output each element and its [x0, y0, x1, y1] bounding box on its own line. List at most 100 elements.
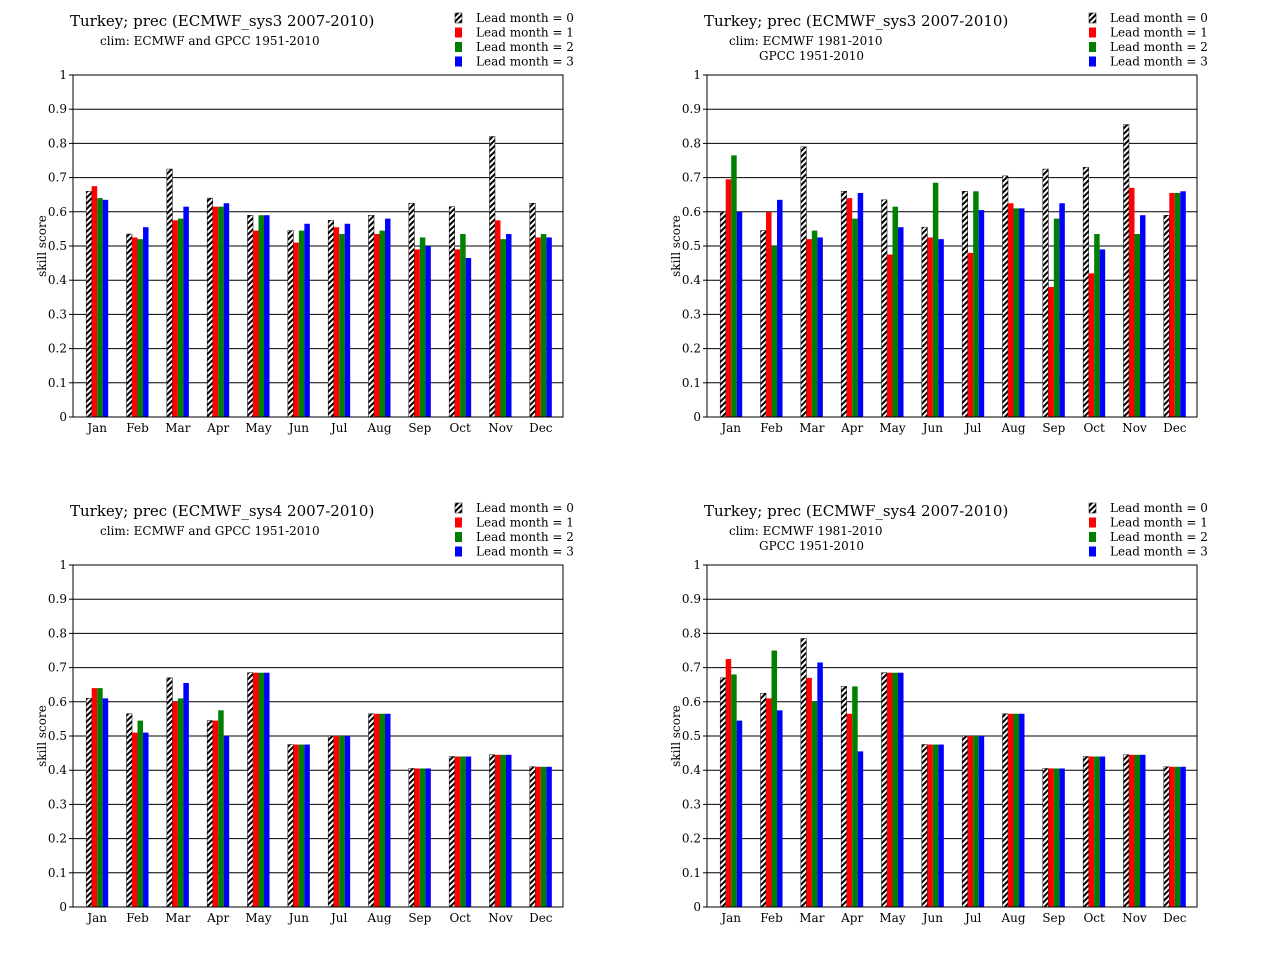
y-tick-label: 0.9: [682, 592, 701, 606]
legend-entry-1: Lead month = 1: [1110, 516, 1208, 530]
bar-aug-lead-3: [1019, 208, 1025, 417]
bar-mar-lead-3: [183, 682, 189, 907]
bar-jan-lead-2: [731, 155, 737, 417]
bar-jun-lead-3: [938, 744, 944, 907]
bar-oct-lead-2: [1094, 756, 1100, 907]
chart-title: Turkey; prec (ECMWF_sys3 2007-2010): [704, 12, 1008, 30]
y-tick-label: 0.8: [48, 626, 67, 640]
bar-nov-lead-1: [1128, 754, 1135, 907]
bar-jun-lead-1: [927, 744, 933, 907]
y-tick-label: 0.8: [48, 136, 67, 150]
x-tick-label: May: [245, 421, 271, 435]
bar-jun-lead-2: [932, 744, 939, 907]
bar-apr-lead-3: [223, 736, 230, 907]
bar-nov-lead-2: [500, 239, 506, 417]
bar-jul-lead-0: [327, 735, 334, 908]
x-tick-label: Sep: [1042, 911, 1065, 925]
bar-aug-lead-3: [385, 218, 391, 417]
bar-apr-lead-1: [212, 206, 219, 417]
bar-jun-lead-3: [938, 239, 944, 417]
x-tick-label: Jun: [287, 421, 310, 435]
legend-entry-0: Lead month = 0: [476, 501, 574, 515]
bar-feb-lead-1: [766, 698, 772, 907]
y-tick-label: 0.9: [48, 102, 67, 116]
bar-jan-lead-2: [97, 198, 103, 417]
bar-jun-lead-0: [921, 744, 928, 908]
bar-sep-lead-3: [425, 246, 431, 417]
y-tick-label: 0.6: [682, 205, 701, 219]
gridlines: [707, 108, 1197, 384]
legend-swatch-1: [1089, 27, 1096, 38]
bar-jul-lead-0: [327, 220, 334, 418]
bar-feb-lead-3: [777, 710, 783, 907]
bar-feb-lead-0: [126, 713, 133, 908]
x-tick-label: Nov: [488, 911, 513, 925]
bar-jan-lead-3: [736, 720, 743, 907]
bar-mar-lead-2: [177, 698, 184, 907]
bar-feb-lead-3: [143, 732, 149, 907]
legend-swatch-3: [1089, 56, 1096, 67]
legend-swatch-3: [455, 56, 462, 67]
bar-sep-lead-3: [425, 768, 431, 907]
y-axis-label: skill score: [35, 215, 49, 277]
gridlines: [73, 598, 563, 874]
y-tick-label: 0.5: [48, 239, 67, 253]
bar-oct-lead-1: [1088, 756, 1095, 907]
y-tick-label: 0.4: [682, 273, 701, 287]
x-tick-label: Sep: [408, 911, 431, 925]
bar-mar-lead-0: [800, 146, 807, 418]
y-tick-label: 0.8: [682, 136, 701, 150]
bar-sep-lead-0: [1042, 768, 1049, 908]
legend-entry-1: Lead month = 1: [476, 26, 574, 40]
bar-oct-lead-3: [465, 257, 472, 417]
x-tick-label: Jul: [963, 421, 982, 435]
bar-aug-lead-0: [368, 713, 375, 908]
chart-subtitle-line: clim: ECMWF 1981-2010: [729, 34, 882, 48]
bar-sep-lead-2: [419, 237, 426, 417]
chart-title: Turkey; prec (ECMWF_sys4 2007-2010): [70, 502, 374, 520]
x-tick-label: Apr: [840, 421, 863, 435]
y-tick-label: 0.2: [48, 832, 67, 846]
bar-jan-lead-1: [91, 688, 98, 907]
bar-dec-lead-0: [529, 766, 536, 908]
bar-mar-lead-3: [183, 206, 189, 417]
bar-feb-lead-0: [760, 230, 767, 418]
bar-jul-lead-2: [973, 191, 979, 417]
plot-frame: [72, 564, 564, 908]
x-tick-label: Mar: [799, 911, 824, 925]
bar-oct-lead-3: [1099, 756, 1106, 907]
x-tick-label: Jan: [85, 421, 107, 435]
bar-oct-lead-2: [1094, 234, 1100, 417]
bar-dec-lead-0: [529, 203, 536, 418]
bar-apr-lead-2: [852, 686, 858, 907]
y-tick-label: 0: [693, 410, 701, 424]
y-tick-label: 1: [693, 558, 701, 572]
bar-dec-lead-1: [535, 237, 541, 417]
bar-mar-lead-2: [811, 701, 818, 907]
chart-title: Turkey; prec (ECMWF_sys4 2007-2010): [704, 502, 1008, 520]
bar-apr-lead-0: [840, 191, 847, 418]
bar-aug-lead-0: [1002, 713, 1009, 908]
y-tick-label: 0.6: [48, 205, 67, 219]
legend-swatch-0: [454, 12, 463, 24]
x-tick-label: Jan: [85, 911, 107, 925]
gridlines: [73, 108, 563, 384]
x-tick-label: Feb: [760, 911, 783, 925]
bar-feb-lead-1: [132, 237, 138, 417]
bar-sep-lead-0: [1042, 168, 1049, 418]
y-tick-label: 0.8: [682, 626, 701, 640]
x-tick-label: Dec: [1163, 421, 1187, 435]
bar-apr-lead-1: [846, 198, 853, 417]
x-tick-label: Jul: [329, 911, 348, 925]
bar-dec-lead-2: [1174, 192, 1181, 417]
y-tick-label: 0.2: [48, 342, 67, 356]
bar-jun-lead-0: [287, 230, 294, 418]
x-tick-label: Nov: [1122, 421, 1147, 435]
bar-nov-lead-0: [489, 754, 496, 908]
bar-jun-lead-3: [304, 744, 310, 907]
legend-entry-2: Lead month = 2: [476, 530, 574, 544]
bar-apr-lead-2: [218, 206, 224, 417]
x-tick-label: Feb: [126, 911, 149, 925]
bar-dec-lead-2: [540, 234, 547, 417]
